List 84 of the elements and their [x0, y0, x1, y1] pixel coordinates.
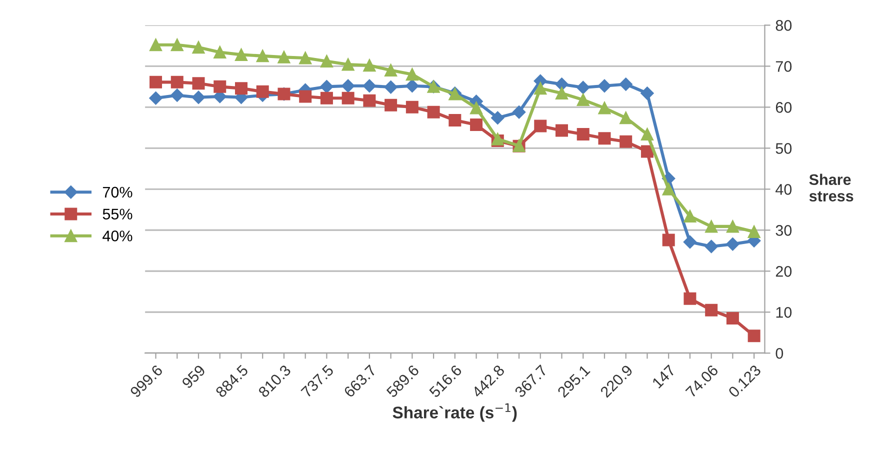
- point: [534, 120, 547, 132]
- point: [556, 124, 568, 137]
- point: [683, 235, 697, 249]
- y-tick-label: 0: [776, 348, 784, 359]
- point: [320, 55, 333, 68]
- point: [150, 76, 162, 88]
- point: [640, 86, 654, 100]
- point: [342, 92, 354, 104]
- x-axis-title: Share`rate (s$^{−1}$): [392, 403, 517, 422]
- point: [320, 80, 334, 94]
- point: [362, 79, 376, 92]
- point: [150, 38, 162, 52]
- point: [234, 48, 248, 61]
- y-tick-label: 40: [776, 184, 792, 195]
- point: [598, 132, 611, 145]
- point: [705, 220, 718, 233]
- point: [534, 82, 547, 95]
- y-tick-label: 20: [776, 266, 792, 277]
- point: [704, 240, 718, 254]
- y-tick-label: 80: [776, 20, 792, 31]
- y-tick-label: 60: [776, 102, 792, 113]
- point: [320, 92, 333, 104]
- point: [384, 80, 398, 94]
- legend-label: 40%: [102, 230, 132, 242]
- point: [299, 90, 312, 103]
- point: [214, 80, 226, 93]
- x-tick-label: 959: [181, 364, 206, 389]
- point: [684, 292, 696, 305]
- point: [299, 52, 312, 64]
- point: [278, 50, 290, 64]
- point: [748, 226, 760, 238]
- point: [512, 106, 526, 119]
- point: [470, 102, 483, 114]
- point: [556, 86, 568, 100]
- legend-label: 70%: [102, 186, 132, 198]
- point: [427, 106, 440, 118]
- point: [598, 79, 612, 92]
- point: [406, 68, 418, 81]
- point: [662, 182, 675, 196]
- point: [684, 210, 696, 222]
- point: [726, 220, 739, 233]
- point: [470, 118, 483, 132]
- point: [726, 312, 739, 325]
- point: [598, 102, 611, 114]
- point: [363, 94, 376, 107]
- point: [620, 135, 632, 148]
- point: [726, 237, 740, 251]
- point: [748, 330, 760, 342]
- point: [214, 46, 226, 58]
- point: [384, 64, 398, 77]
- point: [406, 100, 418, 114]
- point: [406, 79, 419, 92]
- point: [384, 98, 398, 112]
- point: [192, 77, 205, 90]
- point: [256, 50, 269, 62]
- point: [640, 128, 654, 140]
- y-axis-title: Share stress: [809, 174, 854, 202]
- y-tick-label: 30: [776, 225, 792, 236]
- point: [576, 80, 590, 94]
- point: [576, 128, 590, 140]
- point: [192, 41, 205, 54]
- point: [192, 90, 206, 104]
- point: [448, 114, 462, 127]
- point: [619, 78, 632, 91]
- point: [149, 92, 162, 105]
- y-tick-label: 10: [776, 306, 792, 318]
- point: [363, 59, 376, 72]
- point: [170, 76, 184, 88]
- point: [640, 145, 654, 158]
- point: [170, 38, 184, 52]
- y-tick-label: 50: [776, 143, 792, 154]
- point: [170, 88, 184, 102]
- point: [341, 79, 355, 92]
- point: [256, 85, 269, 98]
- point: [491, 111, 504, 124]
- point: [662, 234, 675, 246]
- point: [620, 112, 632, 124]
- legend-label: 55%: [102, 208, 132, 220]
- y-tick-label: 70: [776, 61, 792, 72]
- point: [342, 58, 354, 71]
- point: [576, 94, 590, 106]
- x-tick-label: 147: [652, 364, 676, 389]
- point: [234, 82, 248, 95]
- point: [705, 304, 718, 316]
